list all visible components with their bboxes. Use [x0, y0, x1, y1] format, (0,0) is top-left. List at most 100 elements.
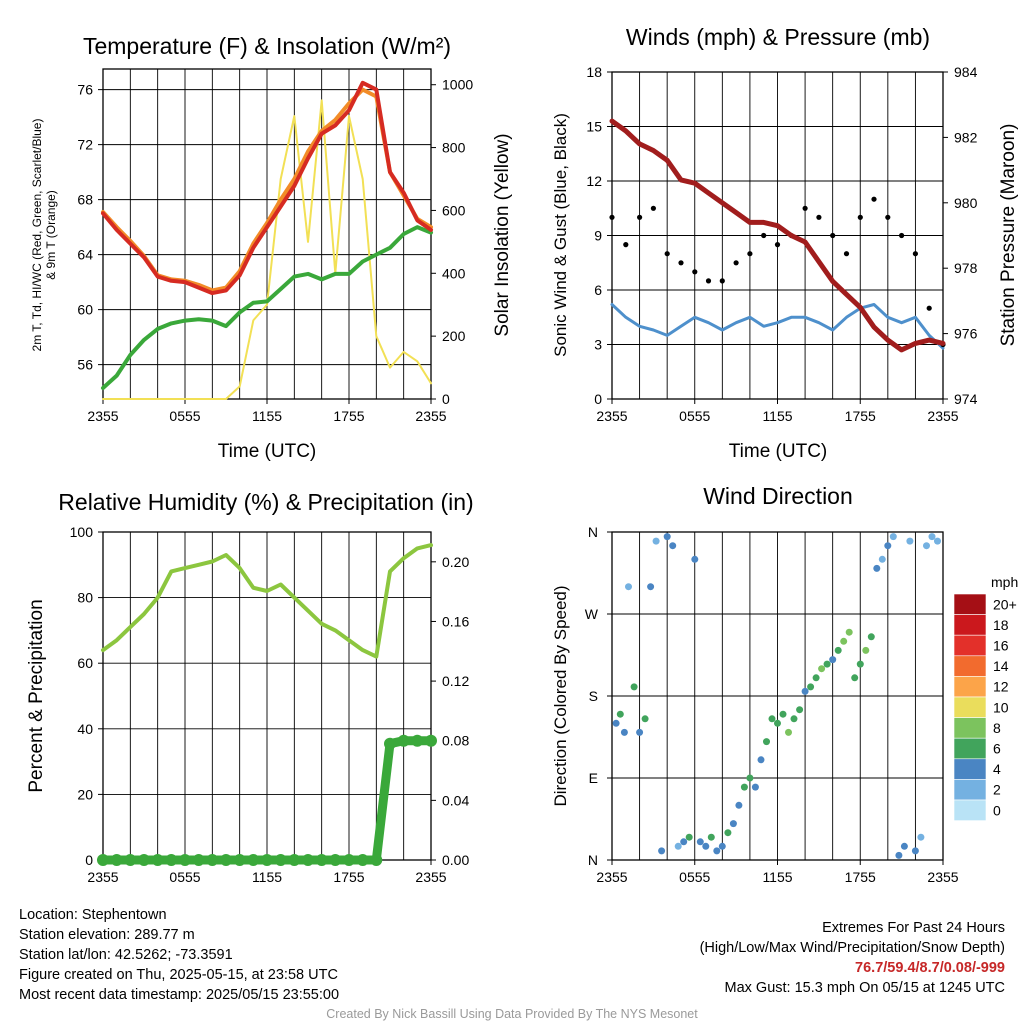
gust-point — [830, 232, 836, 239]
direction-point — [878, 555, 886, 563]
rh-xtick-label: 2355 — [87, 869, 118, 885]
temp-ytick-label-right: 1000 — [442, 77, 473, 93]
dir-xtick-label: 2355 — [927, 869, 958, 885]
colorbar-label: 12 — [993, 679, 1009, 695]
temp-xtick-label: 2355 — [87, 408, 118, 424]
direction-point — [724, 829, 732, 837]
precip-point — [151, 854, 164, 866]
direction-point — [636, 728, 644, 736]
wind-panel-title: Winds (mph) & Pressure (mb) — [626, 24, 930, 50]
direction-point — [796, 706, 804, 714]
temp-xtick-label: 1755 — [333, 408, 364, 424]
direction-point — [620, 728, 628, 736]
rh-ylabel-left: Percent & Precipitation — [26, 599, 47, 792]
rh-ytick-label-right: 0.20 — [442, 554, 469, 570]
gust-point — [609, 214, 615, 220]
temp-ytick-label-right: 200 — [442, 328, 466, 344]
precip-point — [397, 734, 410, 747]
rh-xtick-label: 1755 — [333, 869, 364, 885]
extremes-info: Extremes For Past 24 Hours (High/Low/Max… — [700, 918, 1005, 998]
gust-point — [802, 205, 808, 211]
temp-series-line — [101, 80, 433, 296]
direction-point — [718, 842, 726, 850]
direction-point — [818, 665, 826, 673]
dir-ytick-label: N — [588, 524, 598, 540]
direction-point — [934, 537, 941, 545]
gust-point — [761, 232, 767, 239]
latlon-text: Station lat/lon: 42.5262; -73.3591 — [19, 947, 233, 963]
wind-ytick-label-right: 974 — [954, 391, 978, 407]
gust-point — [871, 196, 877, 202]
direction-point — [884, 542, 892, 550]
rh-ytick-label: 80 — [77, 590, 93, 606]
colorbar-label: 0 — [993, 802, 1001, 818]
gust-point — [747, 251, 753, 257]
dir-panel-title: Wind Direction — [703, 483, 853, 509]
wind-xtick-label: 2355 — [596, 408, 627, 424]
rh-ytick-label-right: 0.00 — [442, 852, 469, 868]
extremes-values: 76.7/59.4/8.7/0.08/-999 — [855, 960, 1005, 976]
direction-point — [774, 719, 781, 727]
direction-point — [713, 847, 721, 855]
gust-point — [733, 260, 739, 266]
direction-point — [746, 774, 754, 782]
direction-point — [763, 738, 770, 746]
dir-ytick-label: S — [589, 688, 598, 704]
direction-point — [674, 842, 682, 850]
gust-point — [705, 278, 712, 284]
wind-ylabel-right: Station Pressure (Maroon) — [998, 124, 1019, 347]
precip-point — [274, 854, 287, 866]
direction-point — [807, 683, 815, 691]
temp-ytick-label: 56 — [77, 357, 93, 373]
gust-point — [623, 242, 629, 248]
rh-xtick-label: 1155 — [252, 869, 282, 885]
direction-point — [630, 683, 638, 691]
colorbar-swatch — [953, 696, 987, 718]
colorbar-label: 14 — [993, 658, 1009, 674]
precip-point — [206, 854, 219, 866]
dir-xtick-label: 1755 — [845, 869, 876, 885]
direction-point — [729, 820, 737, 828]
direction-point — [663, 533, 671, 541]
colorbar-label: 16 — [993, 638, 1009, 654]
rh-ytick-label: 60 — [77, 655, 93, 671]
precip-point — [288, 854, 301, 866]
rh-ytick-label-right: 0.12 — [442, 673, 469, 689]
precip-point — [192, 854, 205, 866]
direction-point — [680, 838, 688, 846]
gust-point — [843, 251, 850, 257]
station-info: Location: Stephentown Station elevation:… — [19, 905, 339, 1005]
direction-point — [652, 537, 660, 545]
pressure-line — [609, 118, 946, 353]
direction-point — [834, 646, 842, 654]
colorbar-label: 18 — [993, 617, 1009, 633]
gust-point — [774, 242, 781, 248]
rh-panel-title: Relative Humidity (%) & Precipitation (i… — [58, 489, 473, 515]
temp-ytick-label-right: 400 — [442, 265, 466, 281]
gust-point — [650, 205, 657, 211]
direction-point — [751, 783, 759, 791]
colorbar-label: 20+ — [993, 596, 1017, 612]
direction-point — [856, 660, 864, 668]
direction-point — [889, 533, 897, 541]
wind-ytick-label: 6 — [594, 282, 602, 298]
direction-point — [768, 715, 776, 723]
colorbar-swatch — [953, 717, 987, 739]
wind-ytick-label: 0 — [594, 391, 602, 407]
direction-point — [923, 542, 930, 550]
wind-plot: 2355 0555 1155 1755 235503691215189749769789… — [586, 64, 977, 424]
rh-ytick-label: 20 — [77, 786, 93, 802]
direction-point — [702, 842, 710, 850]
temp-ylabel-left-1: 2m T, Td, HI/WC (Red, Green, Scarlet/Blu… — [30, 119, 44, 352]
direction-point — [658, 847, 666, 855]
direction-point — [685, 833, 693, 841]
temp-ytick-label: 76 — [77, 82, 93, 98]
direction-point — [740, 783, 748, 791]
direction-point — [757, 756, 765, 764]
rh-ytick-label-right: 0.16 — [442, 613, 469, 629]
dir-ylabel-left: Direction (Colored By Speed) — [551, 585, 570, 806]
temp-ytick-label: 64 — [77, 247, 93, 263]
wind-xtick-label: 1755 — [845, 408, 876, 424]
